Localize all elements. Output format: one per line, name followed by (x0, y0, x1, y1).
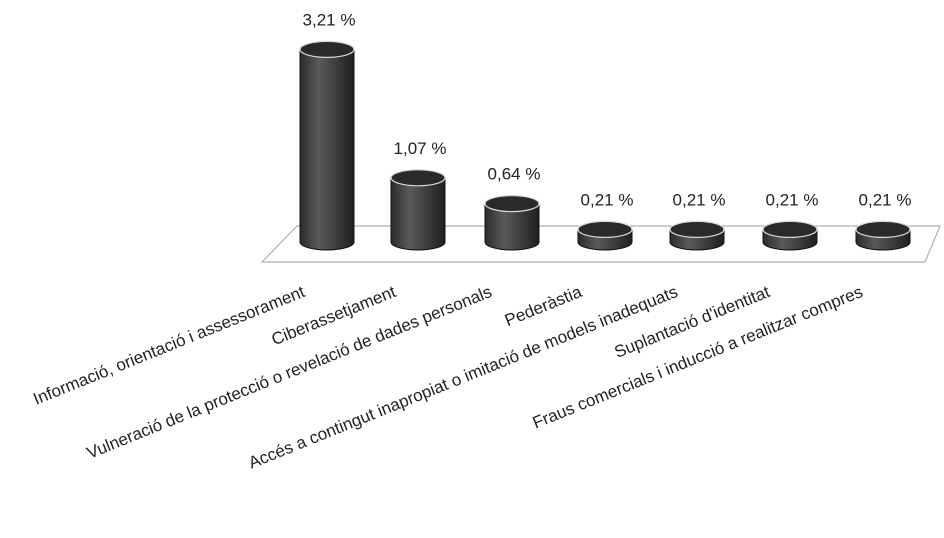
bar-body-3 (484, 203, 540, 251)
bar-top-1 (299, 40, 355, 59)
bar-5 (669, 220, 725, 251)
bar-top-2 (390, 169, 446, 187)
category-label-3: Vulneració de la protecció o revelació d… (84, 282, 494, 463)
bar-6 (762, 220, 818, 251)
bar-7 (855, 220, 911, 251)
data-label-1: 3,21 % (303, 10, 356, 29)
data-label-2: 1,07 % (394, 139, 447, 158)
data-label-3: 0,64 % (488, 165, 541, 184)
data-label-5: 0,21 % (673, 190, 726, 209)
bar-body-1 (299, 48, 355, 251)
bar-top-4 (577, 220, 633, 238)
bar-1 (299, 40, 355, 251)
bar-body-2 (390, 177, 446, 251)
bar-2 (390, 169, 446, 251)
data-label-6: 0,21 % (766, 190, 819, 209)
data-label-7: 0,21 % (859, 190, 912, 209)
bar-top-6 (762, 220, 818, 238)
bar-3 (484, 195, 540, 251)
bar-top-5 (669, 220, 725, 238)
category-label-7: Fraus comercials i inducció a realitzar … (530, 282, 866, 432)
bar-4 (577, 220, 633, 251)
bar-top-7 (855, 220, 911, 238)
data-label-4: 0,21 % (581, 190, 634, 209)
bar-top-3 (484, 195, 540, 213)
